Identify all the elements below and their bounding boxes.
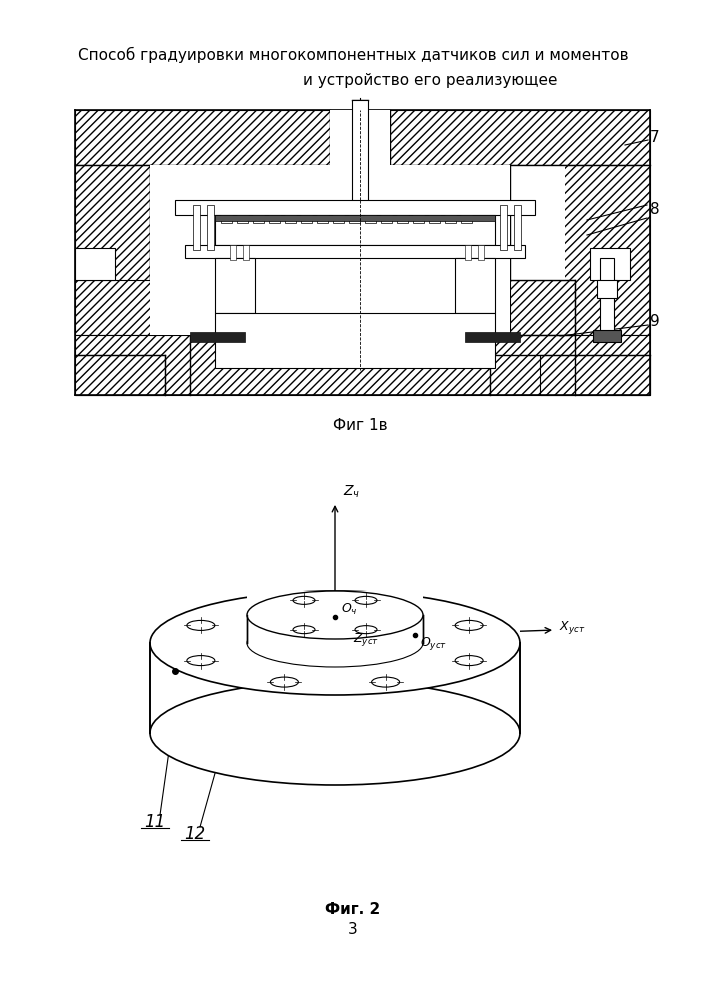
Bar	[253, 215, 264, 223]
Text: 3: 3	[348, 922, 358, 938]
Ellipse shape	[355, 596, 377, 604]
Bar	[455, 258, 495, 313]
Text: 7: 7	[650, 130, 660, 145]
Bar	[150, 643, 520, 733]
Ellipse shape	[187, 656, 215, 666]
Bar	[243, 245, 249, 260]
Bar	[500, 205, 507, 250]
Bar	[150, 165, 205, 280]
Ellipse shape	[372, 599, 399, 609]
Bar	[269, 215, 280, 223]
Ellipse shape	[455, 656, 483, 666]
Text: Фиг. 2: Фиг. 2	[325, 902, 380, 918]
Text: и устройство его реализующее: и устройство его реализующее	[303, 73, 557, 88]
Text: $O_ч$: $O_ч$	[341, 601, 358, 617]
Bar	[190, 332, 245, 342]
Bar	[330, 110, 390, 165]
Bar	[193, 205, 200, 250]
Bar	[461, 215, 472, 223]
Ellipse shape	[355, 626, 377, 634]
Bar	[365, 215, 376, 223]
Ellipse shape	[150, 681, 520, 785]
Bar	[301, 215, 312, 223]
Bar	[510, 280, 575, 335]
Bar	[600, 258, 614, 335]
Bar	[397, 215, 408, 223]
Bar	[465, 332, 520, 342]
Ellipse shape	[150, 591, 520, 695]
Ellipse shape	[247, 591, 423, 639]
Bar	[352, 100, 368, 215]
Bar	[75, 280, 190, 335]
Bar	[215, 313, 495, 368]
Bar	[478, 245, 484, 260]
Bar	[317, 215, 328, 223]
Text: 8: 8	[650, 202, 660, 218]
Bar	[333, 215, 344, 223]
Bar	[247, 591, 423, 619]
Ellipse shape	[372, 677, 399, 687]
Ellipse shape	[187, 620, 215, 630]
Bar	[510, 165, 565, 280]
Text: Способ градуировки многокомпонентных датчиков сил и моментов: Способ градуировки многокомпонентных дат…	[78, 47, 629, 63]
Bar	[230, 245, 236, 260]
Ellipse shape	[247, 619, 423, 667]
Text: $Z_{уст}$: $Z_{уст}$	[353, 631, 379, 648]
Bar	[215, 215, 495, 245]
Ellipse shape	[293, 596, 315, 604]
Text: $X_{уст}$: $X_{уст}$	[559, 618, 585, 636]
Bar	[540, 355, 650, 395]
Bar	[75, 355, 165, 395]
Bar	[221, 215, 232, 223]
Bar	[429, 215, 440, 223]
Bar	[150, 591, 520, 681]
Text: $Z_ч$: $Z_ч$	[343, 484, 360, 500]
Bar	[445, 215, 456, 223]
Text: $Y_{уст}$: $Y_{уст}$	[298, 733, 322, 750]
Bar	[349, 215, 360, 223]
Bar	[185, 245, 525, 258]
Bar	[150, 165, 510, 335]
Bar	[207, 205, 214, 250]
Bar	[593, 330, 621, 342]
Ellipse shape	[455, 620, 483, 630]
Ellipse shape	[270, 677, 298, 687]
Bar	[75, 165, 150, 335]
Bar	[75, 335, 650, 395]
Bar	[215, 215, 495, 221]
Text: $X_ч$: $X_ч$	[448, 602, 465, 618]
Text: 11: 11	[144, 813, 165, 831]
Text: $O_{уст}$: $O_{уст}$	[420, 635, 447, 652]
Bar	[215, 258, 255, 313]
Bar	[590, 248, 630, 280]
Bar	[247, 615, 423, 643]
Bar	[413, 215, 424, 223]
Bar	[381, 215, 392, 223]
Bar	[514, 205, 521, 250]
Ellipse shape	[293, 626, 315, 634]
Text: 9: 9	[650, 314, 660, 330]
Bar	[597, 280, 617, 298]
Bar	[75, 248, 115, 280]
Text: 12: 12	[185, 825, 206, 843]
Bar	[465, 245, 471, 260]
Bar	[150, 165, 510, 230]
Bar	[285, 215, 296, 223]
Bar	[175, 200, 535, 215]
Text: Фиг 1в: Фиг 1в	[333, 418, 387, 432]
Text: $Y_ч$: $Y_ч$	[261, 659, 277, 675]
Ellipse shape	[270, 599, 298, 609]
Bar	[505, 165, 650, 335]
Bar	[237, 215, 248, 223]
Bar	[75, 110, 650, 165]
